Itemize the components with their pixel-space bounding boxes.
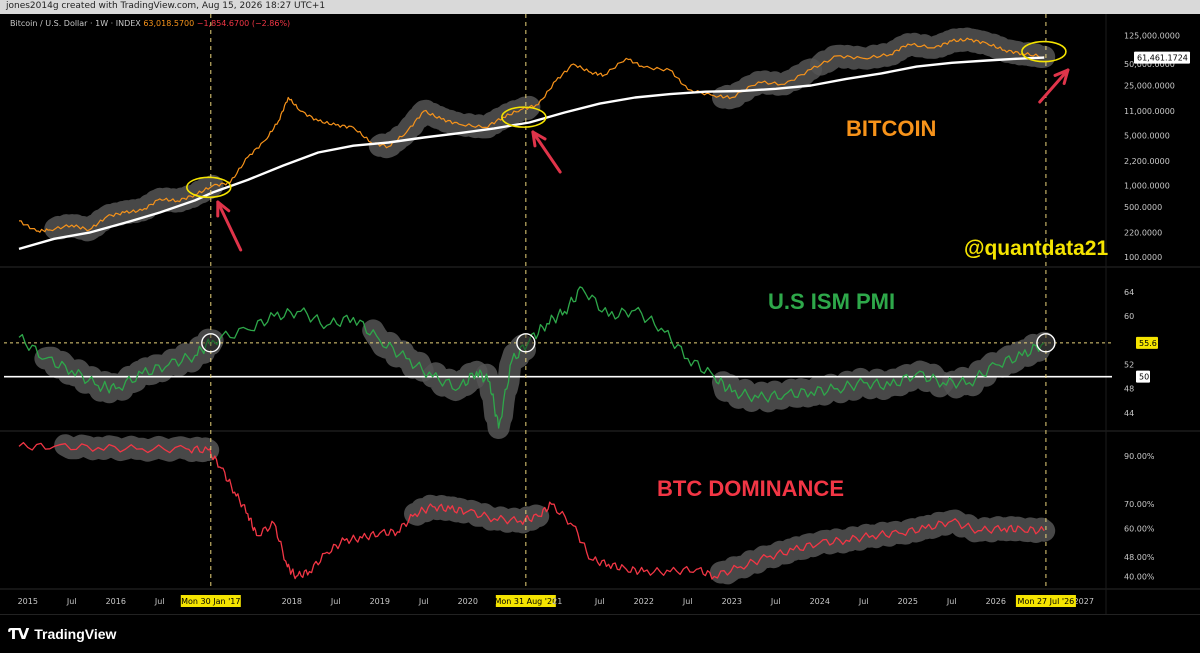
y-tick-label: 90.00%: [1124, 452, 1155, 461]
y-tick-label: 60: [1124, 312, 1134, 321]
y-tick-label: 5,000.0000: [1124, 132, 1170, 141]
y-tick-label: 1,000.0000: [1124, 182, 1170, 191]
created-by-text: jones2014g created with TradingView.com,…: [6, 1, 326, 11]
y-tick-label: 70.00%: [1124, 500, 1155, 509]
y-tick-label: 60.00%: [1124, 524, 1155, 533]
watermark-bar: jones2014g created with TradingView.com,…: [0, 0, 1200, 14]
y-tick-label: 48.00%: [1124, 553, 1155, 562]
red-arrow: [531, 130, 562, 174]
moving-average-line: [18, 56, 1045, 251]
pmi-cross-circle: [201, 333, 221, 353]
x-tick-label: Jul: [770, 597, 781, 606]
date-marker-badge: Mon 31 Aug '20: [494, 597, 557, 606]
btc-price-line: [19, 37, 1045, 233]
legend-symbol: Bitcoin / U.S. Dollar · 1W · INDEX: [10, 19, 141, 28]
annotation-bitcoin: BITCOIN: [846, 116, 936, 141]
highlight-band: [34, 328, 224, 404]
chart-frame: [0, 14, 1200, 614]
y-tick-label: 50,000.0000: [1124, 60, 1175, 69]
date-marker-badge-bg: [180, 595, 241, 607]
y-tick-label: 44: [1124, 409, 1134, 418]
x-tick-label: 2025: [898, 597, 918, 606]
x-tick-label: Jul: [154, 597, 165, 606]
x-tick-label: 2018: [282, 597, 302, 606]
btc-cross-ellipse: [501, 106, 547, 128]
highlight-band: [362, 319, 434, 382]
y-tick-label: 2,200.0000: [1124, 157, 1170, 166]
red-arrow-head: [1053, 68, 1070, 85]
symbol-legend: Bitcoin / U.S. Dollar · 1W · INDEX 63,01…: [10, 19, 290, 28]
y-tick-label: 25,000.0000: [1124, 82, 1175, 91]
x-tick-label: Jul: [594, 597, 605, 606]
red-arrow: [216, 200, 243, 252]
dominance-line: [18, 441, 1045, 580]
y-tick-label: 11,000.0000: [1124, 107, 1175, 116]
annotation-dominance: BTC DOMINANCE: [657, 476, 844, 501]
x-tick-label: 21: [552, 597, 562, 606]
btc-last-price-tag: 61,461.1724: [1137, 54, 1188, 63]
tradingview-icon: ƬV: [8, 625, 29, 643]
legend-change: −1,854.6700 (−2.86%): [196, 19, 291, 28]
btc-cross-ellipse: [1021, 40, 1067, 63]
pmi-current-tag-bg: [1136, 336, 1158, 349]
x-tick-label: Jul: [858, 597, 869, 606]
y-tick-label: 64: [1124, 288, 1134, 297]
highlight-band: [475, 334, 536, 439]
tradingview-wordmark: TradingView: [34, 626, 117, 642]
btc-last-price-tag-bg: [1134, 51, 1190, 64]
x-tick-label: Jul: [946, 597, 957, 606]
x-tick-label: Jul: [66, 597, 77, 606]
chart-canvas[interactable]: 125,000.0000 50,000.0000 25,000.0000 11,000…: [0, 14, 1200, 614]
tradingview-logo[interactable]: ƬV TradingView: [8, 625, 116, 643]
pane-dividers: [0, 14, 1200, 614]
date-marker-badge: Mon 27 Jul '26: [1018, 597, 1075, 606]
date-marker-badge: Mon 30 Jan '17: [181, 597, 240, 606]
x-tick-label: 2023: [722, 597, 742, 606]
y-tick-label: 125,000.0000: [1124, 32, 1180, 41]
pmi-line: [18, 286, 1045, 429]
highlight-band: [809, 27, 1056, 76]
y-tick-label: 100.0000: [1124, 253, 1162, 262]
y-tick-label: 500.0000: [1124, 203, 1162, 212]
highlight-band: [709, 509, 1056, 585]
y-tick-label: 40.00%: [1124, 572, 1155, 581]
x-tick-label: Jul: [418, 597, 429, 606]
legend-price: 63,018.5700: [143, 19, 195, 28]
pmi-50-tag-bg: [1136, 370, 1150, 383]
pmi-50-tag: 50: [1139, 373, 1149, 382]
red-arrow: [1038, 68, 1070, 104]
x-tick-label: 2015: [18, 597, 38, 606]
x-tick-label: 2022: [634, 597, 654, 606]
annotation-handle: @quantdata21: [964, 237, 1108, 260]
x-tick-label: 2027: [1074, 597, 1094, 606]
x-tick-label: 2016: [106, 597, 126, 606]
x-tick-label: 2026: [986, 597, 1006, 606]
y-tick-label: 220.0000: [1124, 229, 1162, 238]
date-marker-badge-bg: [1015, 595, 1076, 607]
x-tick-label: 2020: [458, 597, 478, 606]
red-arrow-head: [531, 130, 547, 148]
x-tick-label: 2024: [810, 597, 830, 606]
x-tick-label: Jul: [682, 597, 693, 606]
x-tick-label: 2019: [370, 597, 390, 606]
y-tick-label: 52: [1124, 361, 1134, 370]
footer: ƬV TradingView: [0, 614, 1200, 653]
pmi-cross-circle: [1036, 333, 1056, 353]
y-tick-label: 48: [1124, 385, 1134, 394]
pmi-current-tag: 55.6: [1139, 339, 1157, 348]
red-arrow-head: [216, 200, 231, 218]
annotation-pmi: U.S ISM PMI: [768, 289, 895, 314]
x-tick-label: Jul: [330, 597, 341, 606]
btc-cross-ellipse: [186, 176, 232, 199]
date-marker-badge-bg: [495, 595, 556, 607]
pmi-cross-circle: [516, 333, 536, 353]
